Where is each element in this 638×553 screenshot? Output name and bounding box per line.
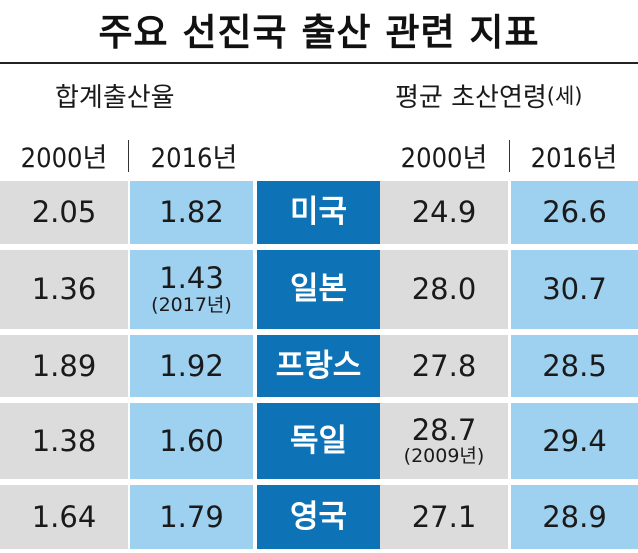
- table-row: 1.64 1.79 영국 27.1 28.9: [0, 485, 638, 549]
- age-2016-cell: 30.7: [511, 250, 638, 329]
- group-label-fertility-rate: 합계출산율: [55, 82, 175, 113]
- age-2000-cell: 27.1: [380, 485, 508, 549]
- table-row: 2.05 1.82 미국 24.9 26.6: [0, 181, 638, 244]
- year-header-left-2000: 2000년: [20, 142, 108, 174]
- tfr-2016-cell-value: 1.60: [159, 423, 224, 458]
- tfr-2016-cell-note: (2017년): [151, 293, 232, 316]
- tfr-2016-cell-value: 1.82: [159, 195, 224, 230]
- tfr-2000-cell: 1.36: [0, 250, 128, 329]
- tfr-2016-cell: 1.60: [130, 403, 253, 479]
- group-unit-label: (세): [546, 84, 583, 108]
- age-2000-cell-value: 27.1: [411, 499, 477, 534]
- year-separator-right: [509, 140, 510, 172]
- age-2016-cell: 28.9: [511, 485, 638, 549]
- country-cell: 프랑스: [257, 335, 380, 397]
- tfr-2000-cell-value: 1.89: [31, 348, 97, 383]
- country-cell-value: 일본: [289, 271, 348, 308]
- country-cell: 일본: [257, 250, 380, 329]
- age-2000-cell-value: 24.9: [411, 195, 477, 230]
- age-2000-cell: 24.9: [380, 181, 508, 244]
- age-2016-cell-value: 26.6: [542, 195, 607, 230]
- tfr-2000-cell-value: 1.64: [31, 499, 97, 534]
- age-2016-cell-value: 29.4: [542, 423, 607, 458]
- age-2016-cell: 29.4: [511, 403, 638, 479]
- tfr-2016-cell: 1.92: [130, 335, 253, 397]
- group-label-first-birth-age: 평균 초산연령: [395, 82, 547, 113]
- table-row: 1.36 1.43 (2017년) 일본 28.0 30.7: [0, 250, 638, 329]
- year-header-left-2016: 2016년: [150, 142, 238, 174]
- country-cell: 독일: [257, 403, 380, 479]
- age-2000-cell: 28.7 (2009년): [380, 403, 508, 479]
- tfr-2000-cell-value: 2.05: [31, 195, 97, 230]
- age-2000-cell-value: 28.7: [411, 412, 477, 447]
- year-separator-left: [128, 140, 129, 172]
- tfr-2000-cell: 1.64: [0, 485, 128, 549]
- age-2016-cell: 26.6: [511, 181, 638, 244]
- age-2016-cell-value: 28.5: [542, 348, 607, 383]
- tfr-2000-cell: 1.38: [0, 403, 128, 479]
- year-header-right-2016: 2016년: [530, 142, 618, 174]
- tfr-2016-cell: 1.79: [130, 485, 253, 549]
- tfr-2016-cell: 1.82: [130, 181, 253, 244]
- table-row: 1.89 1.92 프랑스 27.8 28.5: [0, 335, 638, 397]
- age-2000-cell-value: 28.0: [411, 272, 477, 307]
- country-cell: 영국: [257, 485, 380, 549]
- age-2000-cell-value: 27.8: [411, 348, 477, 383]
- tfr-2016-cell: 1.43 (2017년): [130, 250, 253, 329]
- group-header-fertility-rate: 합계출산율: [55, 72, 175, 118]
- age-2000-cell: 27.8: [380, 335, 508, 397]
- tfr-2000-cell: 2.05: [0, 181, 128, 244]
- country-cell: 미국: [257, 181, 380, 244]
- chart-title: 주요 선진국 출산 관련 지표: [98, 11, 540, 54]
- country-cell-value: 독일: [289, 422, 348, 459]
- age-2016-cell-value: 30.7: [542, 272, 607, 307]
- tfr-2016-cell-value: 1.43: [159, 261, 224, 296]
- table-row: 1.38 1.60 독일 28.7 (2009년) 29.4: [0, 403, 638, 479]
- age-2000-cell: 28.0: [380, 250, 508, 329]
- age-2016-cell-value: 28.9: [542, 499, 607, 534]
- group-header-first-birth-age: 평균 초산연령 (세): [395, 72, 583, 118]
- tfr-2000-cell: 1.89: [0, 335, 128, 397]
- tfr-2016-cell-value: 1.79: [159, 499, 224, 534]
- tfr-2000-cell-value: 1.36: [31, 272, 97, 307]
- country-cell-value: 미국: [289, 194, 348, 231]
- country-cell-value: 영국: [289, 498, 348, 535]
- country-cell-value: 프랑스: [275, 347, 362, 384]
- year-header-right-2000: 2000년: [400, 142, 488, 174]
- age-2016-cell: 28.5: [511, 335, 638, 397]
- tfr-2016-cell-value: 1.92: [159, 348, 224, 383]
- tfr-2000-cell-value: 1.38: [31, 423, 97, 458]
- title-divider: [0, 62, 638, 64]
- age-2000-cell-note: (2009년): [403, 445, 485, 468]
